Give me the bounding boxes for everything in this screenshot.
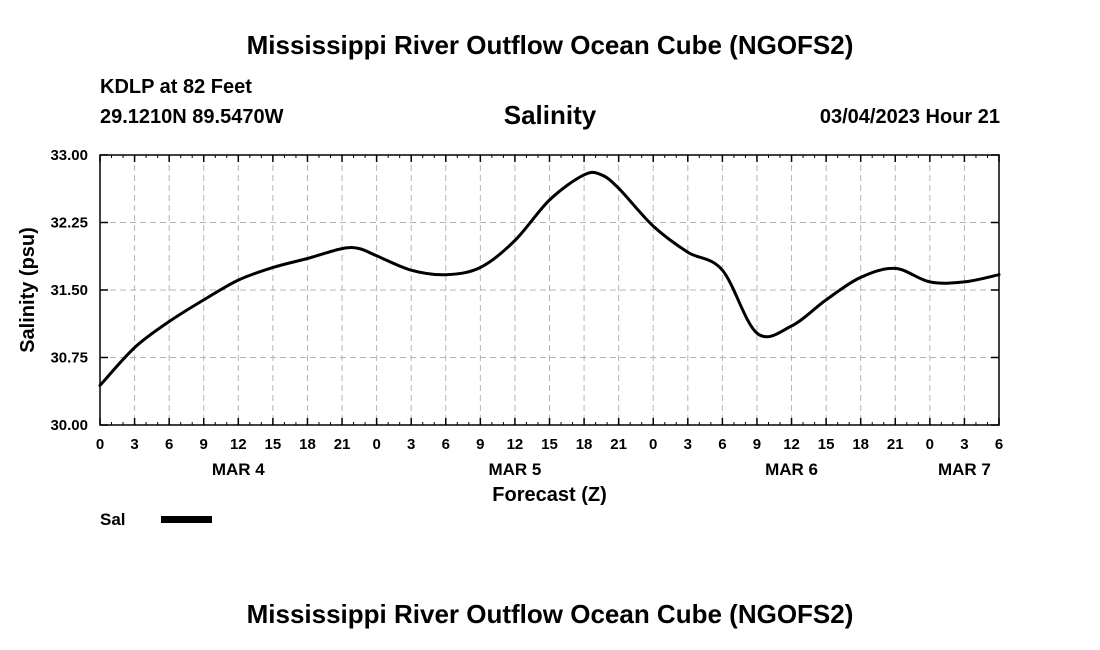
- x-tick-label: 9: [753, 436, 761, 453]
- legend-line-swatch: [161, 516, 212, 523]
- y-tick-label: 33.00: [50, 147, 88, 164]
- x-tick-label: 3: [130, 436, 138, 453]
- y-axis-label: Salinity (psu): [17, 227, 39, 353]
- x-tick-label: 21: [334, 436, 351, 453]
- footer-title: Mississippi River Outflow Ocean Cube (NG…: [246, 599, 854, 629]
- day-label: MAR 5: [488, 460, 541, 479]
- y-tick-label: 31.50: [50, 282, 88, 299]
- station-label: KDLP at 82 Feet: [100, 76, 252, 98]
- x-tick-label: 0: [649, 436, 657, 453]
- x-tick-label: 3: [960, 436, 968, 453]
- x-axis-label: Forecast (Z): [492, 484, 606, 506]
- forecast-datetime: 03/04/2023 Hour 21: [819, 106, 1000, 128]
- x-tick-label: 18: [852, 436, 869, 453]
- x-tick-label: 6: [442, 436, 450, 453]
- x-tick-label: 6: [995, 436, 1003, 453]
- y-tick-label: 32.25: [50, 215, 88, 232]
- x-tick-label: 3: [407, 436, 415, 453]
- chart-subtitle: Salinity: [503, 100, 597, 130]
- y-tick-label: 30.75: [50, 350, 88, 367]
- x-tick-label: 18: [576, 436, 593, 453]
- x-tick-label: 12: [230, 436, 247, 453]
- x-tick-label: 15: [265, 436, 282, 453]
- day-label: MAR 7: [938, 460, 991, 479]
- station-coordinates: 29.1210N 89.5470W: [100, 106, 284, 128]
- x-tick-label: 18: [299, 436, 316, 453]
- x-tick-label: 3: [684, 436, 692, 453]
- plot-frame: [99, 154, 1000, 426]
- x-tick-label: 21: [610, 436, 627, 453]
- x-tick-label: 6: [165, 436, 173, 453]
- x-tick-label: 12: [507, 436, 524, 453]
- x-tick-label: 15: [818, 436, 835, 453]
- chart-title: Mississippi River Outflow Ocean Cube (NG…: [246, 30, 854, 60]
- x-tick-label: 0: [926, 436, 934, 453]
- series-line-sal: [98, 170, 1001, 387]
- x-tick-label: 21: [887, 436, 904, 453]
- legend-label: Sal: [100, 510, 126, 529]
- day-label: MAR 4: [212, 460, 265, 479]
- x-tick-label: 6: [718, 436, 726, 453]
- x-tick-label: 9: [200, 436, 208, 453]
- y-tick-label: 30.00: [50, 417, 88, 434]
- x-tick-label: 12: [783, 436, 800, 453]
- x-tick-label: 0: [96, 436, 104, 453]
- x-tick-label: 0: [372, 436, 380, 453]
- x-tick-label: 15: [541, 436, 558, 453]
- day-label: MAR 6: [765, 460, 818, 479]
- x-tick-label: 9: [476, 436, 484, 453]
